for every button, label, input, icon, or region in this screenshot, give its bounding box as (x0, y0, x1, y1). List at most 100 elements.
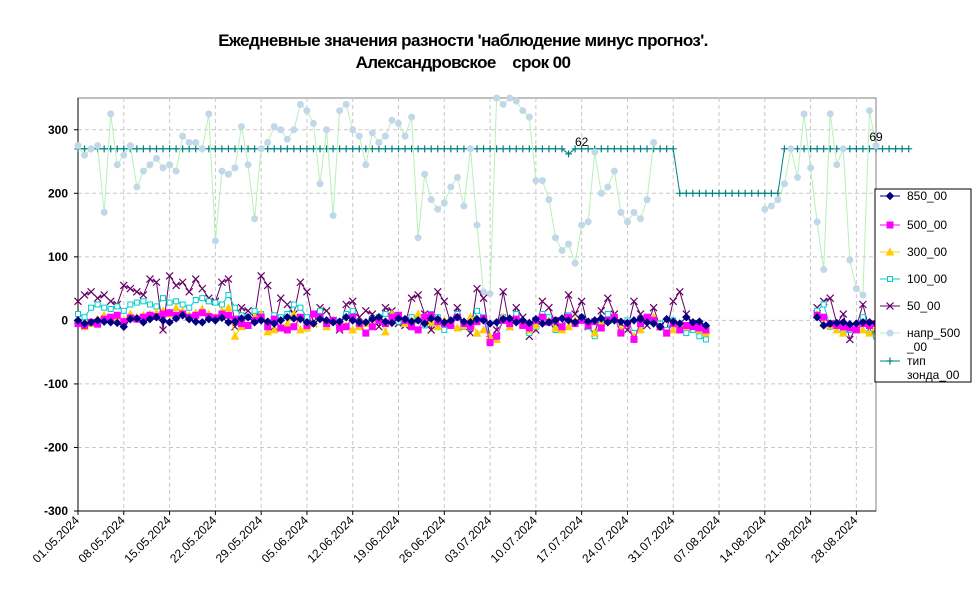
data-point (269, 325, 279, 334)
data-point (316, 145, 324, 153)
data-point (617, 329, 625, 337)
data-point (303, 145, 311, 153)
x-tick-label: 07.08.2024 (671, 513, 724, 566)
data-point (106, 297, 115, 306)
data-point (230, 317, 240, 326)
data-point (518, 316, 527, 325)
data-point (303, 287, 311, 296)
data-point (198, 284, 207, 293)
data-point (342, 300, 351, 309)
x-tick-label: 01.05.2024 (30, 513, 83, 566)
data-point (342, 323, 350, 331)
data-point (499, 145, 507, 153)
data-point (466, 318, 475, 327)
data-point (453, 323, 462, 332)
data-point (421, 145, 429, 153)
data-point (551, 316, 560, 325)
data-point (885, 145, 893, 153)
data-point (171, 303, 181, 312)
data-point (120, 151, 128, 159)
data-point (551, 234, 559, 242)
data-point (185, 287, 194, 296)
data-point (858, 318, 868, 327)
data-point (264, 138, 272, 146)
data-point (676, 326, 684, 334)
data-point (565, 150, 573, 158)
data-point (506, 145, 514, 153)
data-point (525, 145, 533, 153)
data-point (655, 322, 665, 331)
data-point (160, 295, 167, 302)
data-point (80, 291, 89, 299)
data-point (290, 145, 298, 153)
data-point (132, 287, 141, 296)
data-point (905, 145, 913, 153)
data-point (643, 145, 651, 153)
data-point (101, 304, 108, 311)
data-point (427, 196, 435, 204)
data-point (845, 319, 855, 329)
x-tick-label: 12.06.2024 (304, 513, 357, 566)
data-point (708, 189, 716, 197)
data-point (688, 318, 698, 327)
y-tick-label: 100 (48, 250, 68, 264)
data-point (531, 320, 541, 329)
data-point (794, 145, 802, 153)
data-point (296, 325, 305, 334)
data-label: 69 (869, 130, 883, 144)
data-point (159, 310, 167, 318)
data-point (413, 316, 423, 325)
data-point (283, 145, 291, 153)
plot-area (77, 97, 877, 512)
data-point (701, 321, 711, 330)
data-point (532, 177, 540, 185)
x-tick-label: 05.06.2024 (259, 513, 312, 566)
data-point (643, 196, 651, 204)
data-point (74, 297, 82, 306)
data-point (218, 145, 226, 153)
data-point (433, 322, 443, 331)
data-point (630, 208, 638, 216)
data-point (256, 316, 266, 325)
data-point (761, 205, 769, 213)
data-point (512, 145, 520, 153)
data-point (126, 314, 135, 324)
x-tick-label: 31.07.2024 (625, 513, 678, 566)
data-point (584, 218, 592, 226)
data-point (290, 323, 298, 331)
data-point (368, 314, 377, 324)
data-point (238, 123, 246, 131)
data-point (159, 325, 167, 334)
data-point (362, 161, 370, 169)
data-point (74, 142, 82, 150)
data-point (348, 325, 358, 334)
data-point (231, 304, 238, 311)
data-point (179, 132, 187, 140)
data-point (283, 313, 292, 322)
data-point (460, 145, 468, 153)
data-point (224, 275, 233, 284)
data-point (94, 301, 101, 308)
data-point (846, 256, 854, 264)
data-point (486, 290, 494, 298)
data-point (754, 189, 762, 197)
data-point (473, 221, 481, 229)
data-point (303, 107, 311, 115)
data-point (165, 271, 174, 280)
data-point (375, 145, 383, 153)
data-point (832, 325, 842, 334)
data-point (205, 145, 213, 153)
data-point (839, 318, 848, 327)
data-point (158, 316, 168, 325)
data-point (636, 314, 645, 324)
data-point (381, 303, 390, 312)
data-point (355, 313, 364, 322)
data-point (696, 333, 703, 340)
data-point (669, 145, 677, 153)
data-point (656, 145, 664, 153)
data-point (329, 212, 337, 220)
data-point (617, 145, 625, 153)
data-point (597, 189, 605, 197)
data-point (545, 145, 553, 153)
data-point (263, 281, 272, 290)
